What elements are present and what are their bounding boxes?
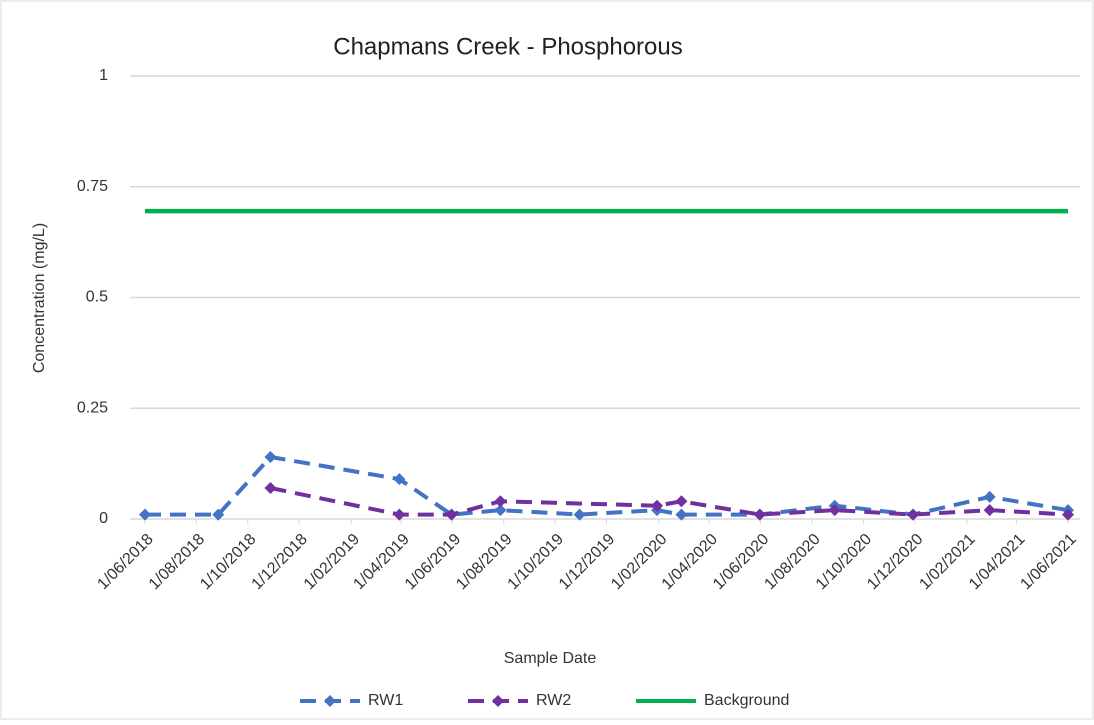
data-point	[393, 508, 406, 521]
y-tick-label: 0.75	[77, 178, 108, 195]
legend-label: RW1	[368, 692, 403, 709]
chart-title: Chapmans Creek - Phosphorous	[333, 33, 683, 60]
data-point	[212, 508, 225, 521]
data-point	[983, 490, 996, 503]
data-point	[139, 508, 151, 521]
legend-marker	[324, 695, 336, 707]
data-point	[393, 473, 406, 486]
legend-label: RW2	[536, 692, 571, 709]
data-point	[651, 499, 664, 512]
data-point	[753, 508, 766, 521]
data-point	[494, 495, 507, 508]
series-line	[145, 454, 1069, 517]
data-point	[675, 508, 688, 521]
data-point	[445, 508, 458, 521]
data-point	[494, 504, 507, 517]
y-tick-label: 0.5	[86, 289, 108, 306]
data-point	[983, 504, 996, 517]
data-point	[907, 508, 920, 521]
data-point	[675, 495, 688, 508]
y-tick-label: 0	[99, 510, 108, 527]
y-axis-title: Concentration (mg/L)	[31, 223, 48, 373]
legend-label: Background	[704, 692, 789, 709]
y-tick-label: 0.25	[77, 399, 108, 416]
data-point	[573, 508, 586, 521]
data-point	[828, 504, 841, 517]
x-axis-title: Sample Date	[504, 650, 597, 667]
data-point	[264, 481, 277, 494]
y-tick-label: 1	[99, 67, 108, 84]
data-point	[264, 450, 277, 463]
legend-marker	[492, 695, 504, 707]
data-point	[1062, 508, 1074, 521]
